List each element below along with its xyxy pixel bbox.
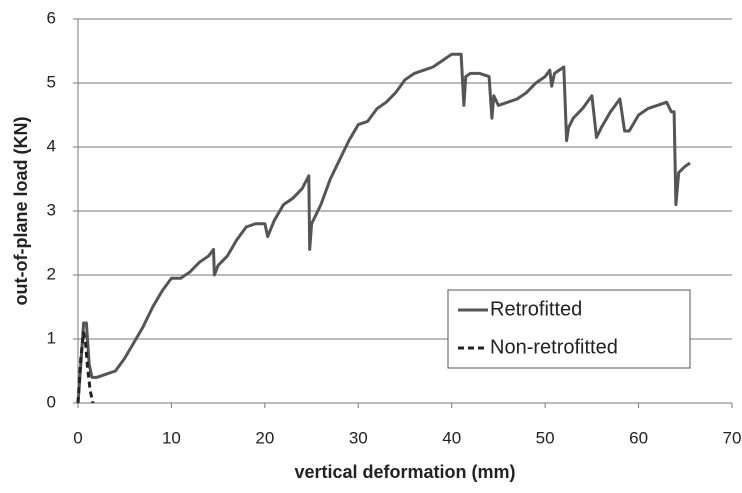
x-axis-title: vertical deformation (mm) (294, 462, 515, 482)
y-tick-label: 1 (47, 328, 56, 347)
legend-label: Non-retrofitted (490, 336, 618, 358)
line (76, 331, 95, 404)
line (76, 52, 691, 404)
y-axis-title: out-of-plane load (KN) (11, 117, 31, 306)
x-tick-label: 20 (255, 428, 274, 447)
y-tick-label: 6 (47, 8, 56, 27)
x-tick-label: 30 (349, 428, 368, 447)
y-tick-label: 3 (47, 200, 56, 219)
y-tick-label: 2 (47, 264, 56, 283)
x-tick-label: 10 (162, 428, 181, 447)
x-tick-label: 40 (442, 428, 461, 447)
x-tick-label: 50 (536, 428, 555, 447)
x-tick-label: 60 (629, 428, 648, 447)
legend-label: Retrofitted (490, 298, 582, 320)
x-tick-label: 0 (73, 428, 82, 447)
y-tick-label: 0 (47, 392, 56, 411)
legend-box (447, 289, 691, 369)
y-tick-label: 5 (47, 72, 56, 91)
y-tick-label: 4 (47, 136, 56, 155)
x-tick-label: 70 (723, 428, 742, 447)
